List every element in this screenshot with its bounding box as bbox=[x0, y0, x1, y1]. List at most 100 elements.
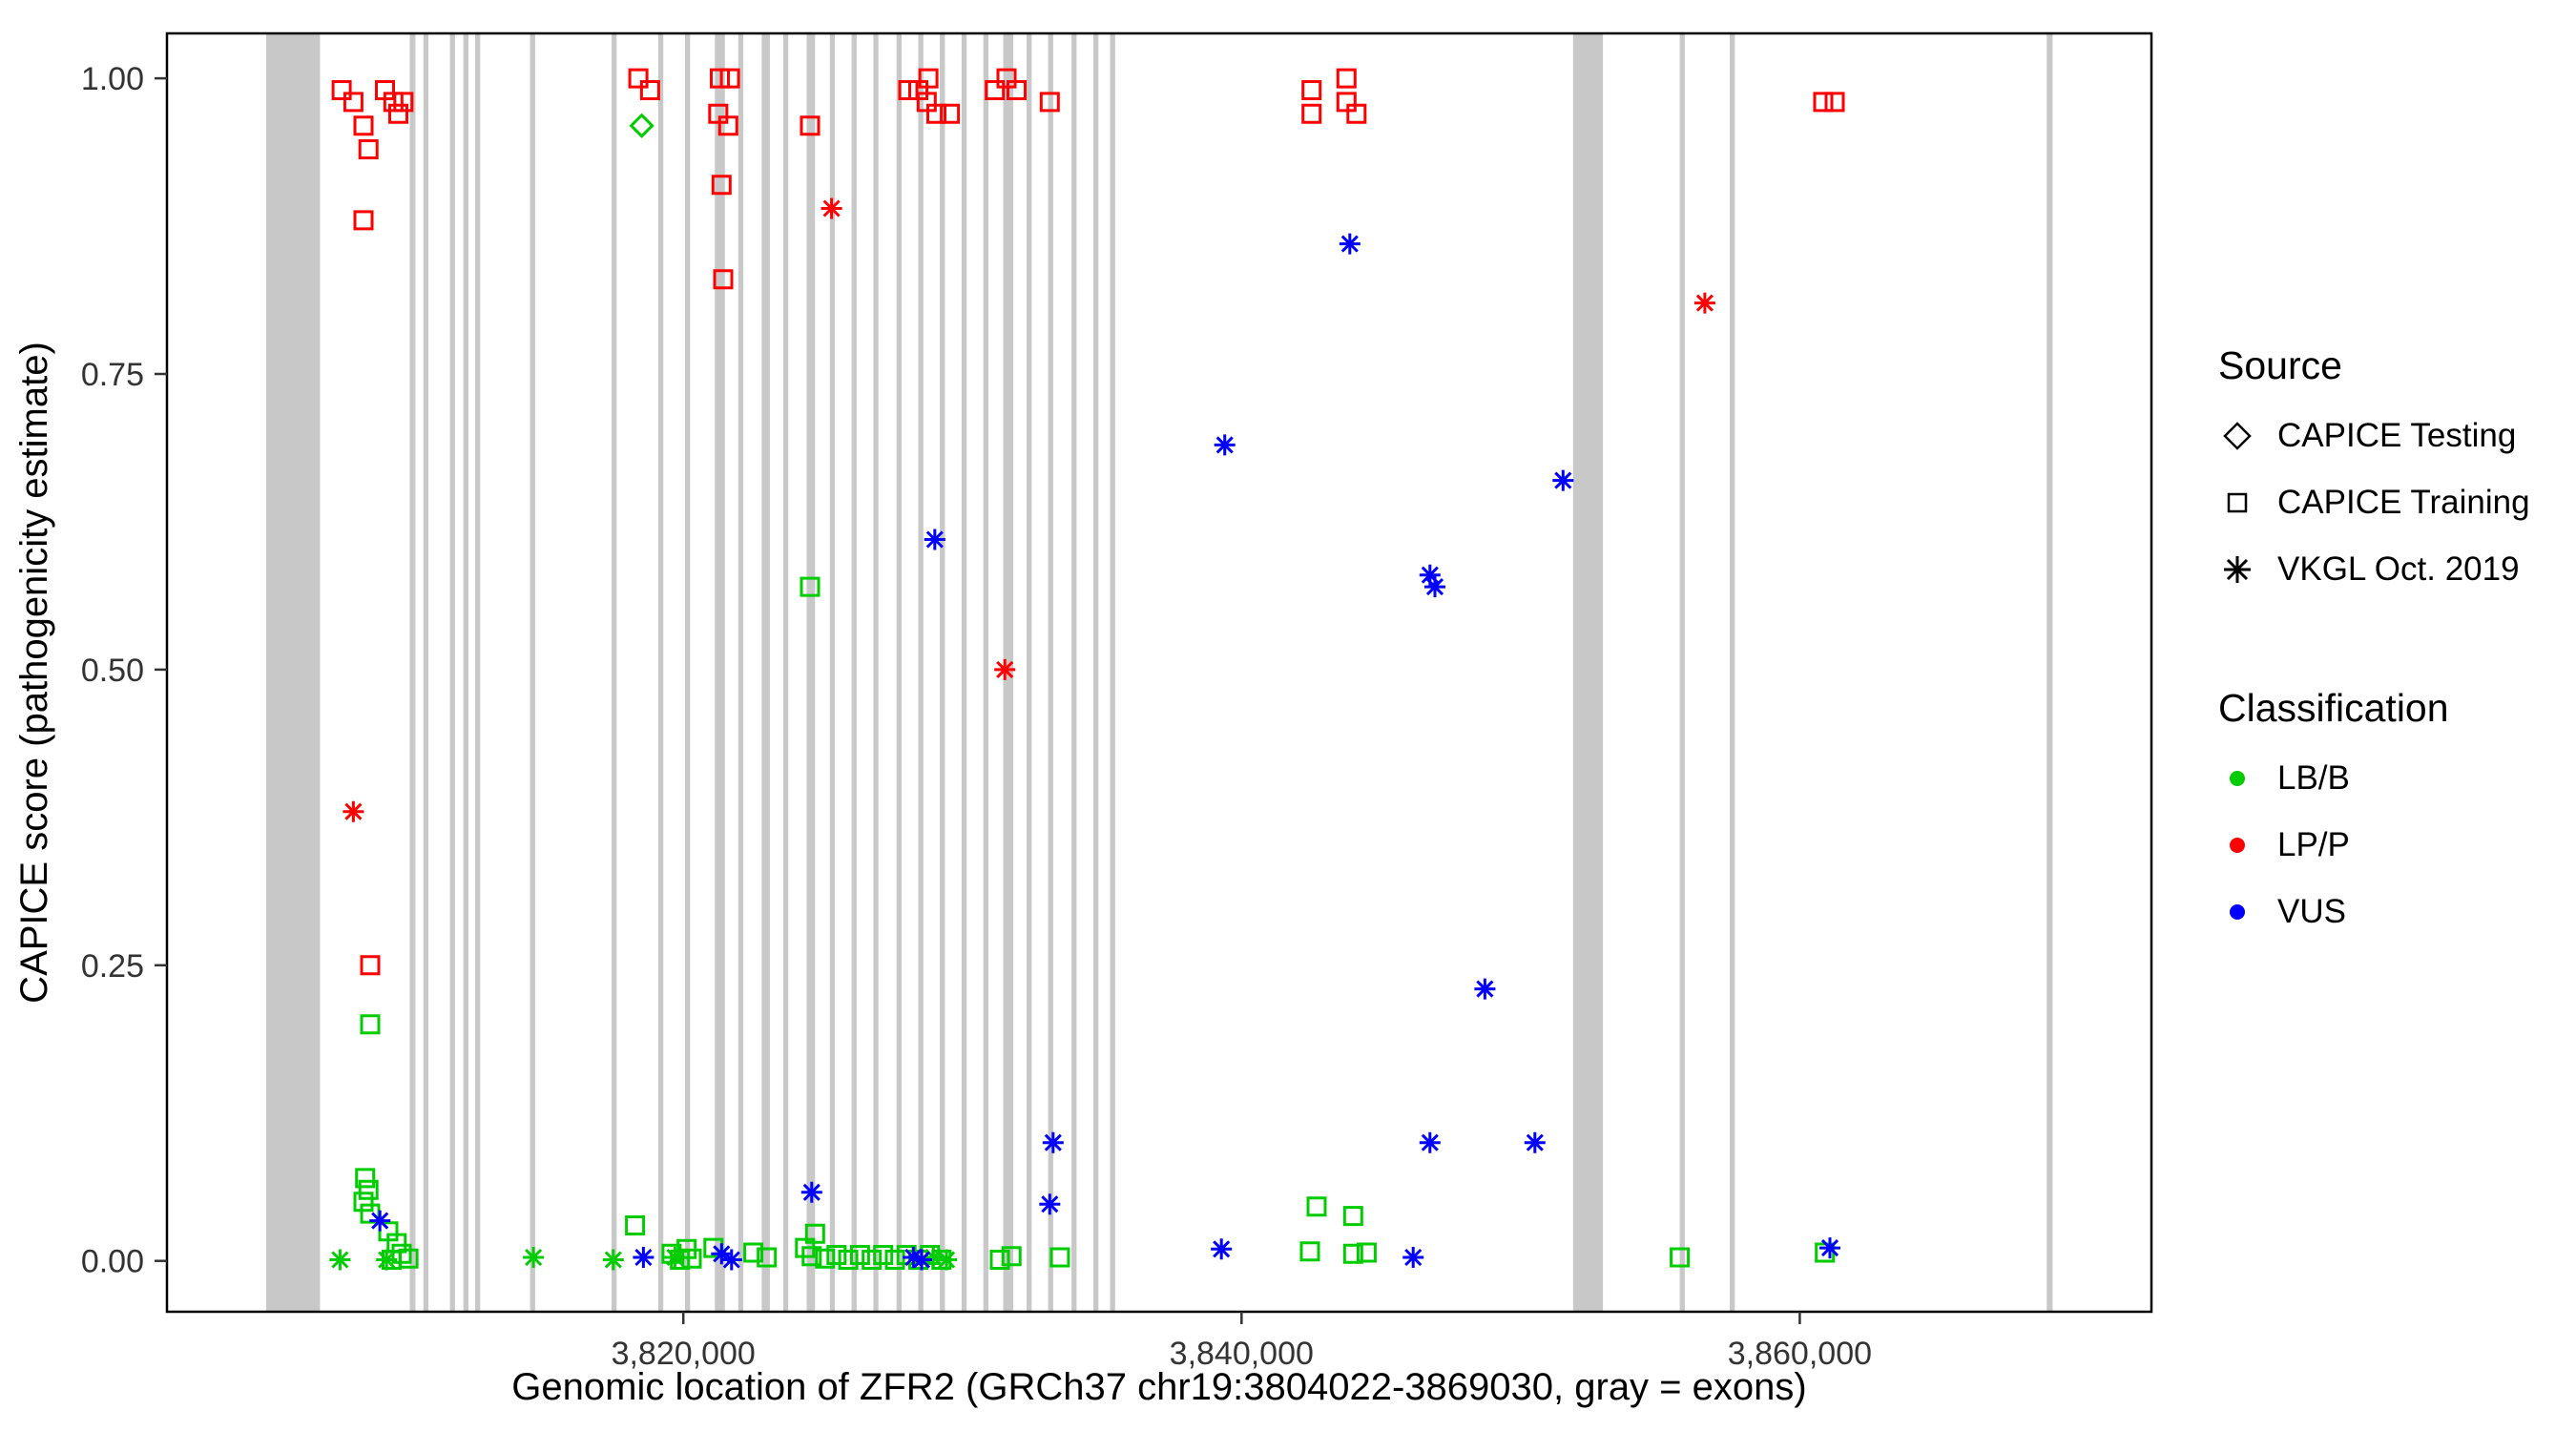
exon-band bbox=[423, 33, 429, 1312]
data-point-asterisk bbox=[800, 1181, 822, 1203]
data-point-square bbox=[1007, 80, 1027, 100]
exon-band bbox=[896, 33, 902, 1312]
data-point-asterisk bbox=[376, 1249, 398, 1271]
data-point-square bbox=[801, 1246, 822, 1267]
data-point-square bbox=[713, 269, 734, 290]
data-point-asterisk bbox=[923, 1247, 945, 1268]
x-axis-title: Genomic location of ZFR2 (GRCh37 chr19:3… bbox=[511, 1366, 1807, 1408]
data-point-diamond bbox=[629, 113, 654, 138]
exon-band bbox=[873, 33, 879, 1312]
data-point-asterisk bbox=[1211, 1238, 1233, 1260]
data-point-square bbox=[358, 139, 379, 159]
data-point-asterisk bbox=[1214, 434, 1236, 456]
exon-band bbox=[1730, 33, 1735, 1312]
legend-item-label: VUS bbox=[2277, 893, 2346, 930]
data-point-square bbox=[1306, 1196, 1327, 1217]
legend-item-vkgl: VKGL Oct. 2019 bbox=[2218, 550, 2571, 589]
exon-band bbox=[1110, 33, 1115, 1312]
legend-item-capice-training: CAPICE Training bbox=[2218, 484, 2571, 522]
data-point-square bbox=[353, 115, 374, 136]
y-tick-label: 0.25 bbox=[81, 948, 144, 985]
legend-item-label: VKGL Oct. 2019 bbox=[2277, 550, 2520, 588]
exon-band bbox=[806, 33, 816, 1312]
exon-band bbox=[737, 33, 744, 1312]
diamond-icon bbox=[2223, 422, 2252, 450]
data-point-square bbox=[800, 576, 821, 597]
exon-band bbox=[940, 33, 945, 1312]
data-point-asterisk bbox=[1339, 233, 1361, 255]
legend-item-label: CAPICE Testing bbox=[2277, 417, 2517, 454]
data-point-asterisk bbox=[994, 658, 1016, 680]
data-point-square bbox=[940, 103, 961, 124]
exon-band bbox=[409, 33, 416, 1312]
data-point-asterisk bbox=[1693, 292, 1715, 314]
data-point-square bbox=[353, 1192, 374, 1213]
data-point-square bbox=[873, 1245, 894, 1265]
legend-item-capice-testing: CAPICE Testing bbox=[2218, 417, 2571, 455]
data-point-square bbox=[985, 80, 1006, 100]
data-point-square bbox=[1301, 80, 1322, 100]
data-point-square bbox=[849, 1245, 870, 1265]
data-point-square bbox=[1336, 92, 1357, 113]
exon-band bbox=[685, 33, 691, 1312]
exon-band bbox=[449, 33, 455, 1312]
data-point-square bbox=[743, 1242, 764, 1263]
data-point-square bbox=[360, 1014, 381, 1035]
data-point-square bbox=[388, 103, 408, 124]
data-point-asterisk bbox=[343, 800, 364, 822]
data-point-square bbox=[804, 1223, 825, 1244]
data-point-square bbox=[757, 1247, 778, 1268]
exon-band bbox=[918, 33, 924, 1312]
data-point-square bbox=[918, 68, 939, 89]
y-axis-title: CAPICE score (pathogenicity estimate) bbox=[13, 342, 55, 1004]
data-point-square bbox=[331, 80, 352, 100]
panel-border bbox=[165, 31, 2153, 1314]
exon-band bbox=[530, 33, 535, 1312]
data-point-square bbox=[1049, 1247, 1070, 1268]
exon-band bbox=[1093, 33, 1099, 1312]
legend-classification-title: Classification bbox=[2218, 686, 2449, 730]
data-point-square bbox=[996, 68, 1017, 89]
legend-item-lbb: LB/B bbox=[2218, 759, 2571, 798]
data-point-square bbox=[719, 68, 740, 89]
data-point-square bbox=[1336, 68, 1357, 89]
data-point-asterisk bbox=[1524, 1131, 1546, 1153]
data-point-asterisk bbox=[903, 1247, 924, 1268]
data-point-square bbox=[1301, 103, 1322, 124]
legend-item-lpp: LP/P bbox=[2218, 826, 2571, 864]
exon-band bbox=[475, 33, 481, 1312]
data-point-asterisk bbox=[936, 1249, 958, 1271]
data-point-asterisk bbox=[821, 197, 842, 219]
data-point-square bbox=[386, 1233, 407, 1254]
data-point-square bbox=[826, 1245, 847, 1265]
data-point-square bbox=[391, 1243, 412, 1264]
y-tick-label: 1.00 bbox=[81, 61, 144, 97]
data-point-asterisk bbox=[1419, 1131, 1441, 1153]
exon-band bbox=[612, 33, 617, 1312]
exon-band bbox=[1679, 33, 1685, 1312]
data-point-square bbox=[1824, 92, 1845, 113]
exon-band bbox=[657, 33, 664, 1312]
data-point-square bbox=[916, 92, 937, 113]
data-point-asterisk bbox=[1039, 1193, 1061, 1215]
data-point-square bbox=[353, 210, 374, 231]
data-point-asterisk bbox=[523, 1247, 545, 1268]
data-point-square bbox=[355, 1168, 376, 1189]
data-point-asterisk bbox=[1419, 564, 1441, 586]
data-point-asterisk bbox=[329, 1249, 351, 1271]
green-dot-icon bbox=[2230, 771, 2245, 786]
asterisk-icon bbox=[2224, 556, 2251, 583]
data-point-asterisk bbox=[664, 1247, 686, 1268]
exon-band bbox=[715, 33, 725, 1312]
legend-item-label: LB/B bbox=[2277, 759, 2350, 797]
data-point-square bbox=[398, 1248, 419, 1269]
x-tick-label: 3,840,000 bbox=[1170, 1336, 1314, 1372]
data-point-square bbox=[717, 115, 738, 136]
data-point-square bbox=[681, 1248, 702, 1269]
data-point-square bbox=[343, 92, 364, 113]
data-point-square bbox=[393, 92, 414, 113]
exon-band bbox=[2046, 33, 2053, 1312]
exon-band bbox=[829, 33, 836, 1312]
data-point-square bbox=[1813, 92, 1834, 113]
